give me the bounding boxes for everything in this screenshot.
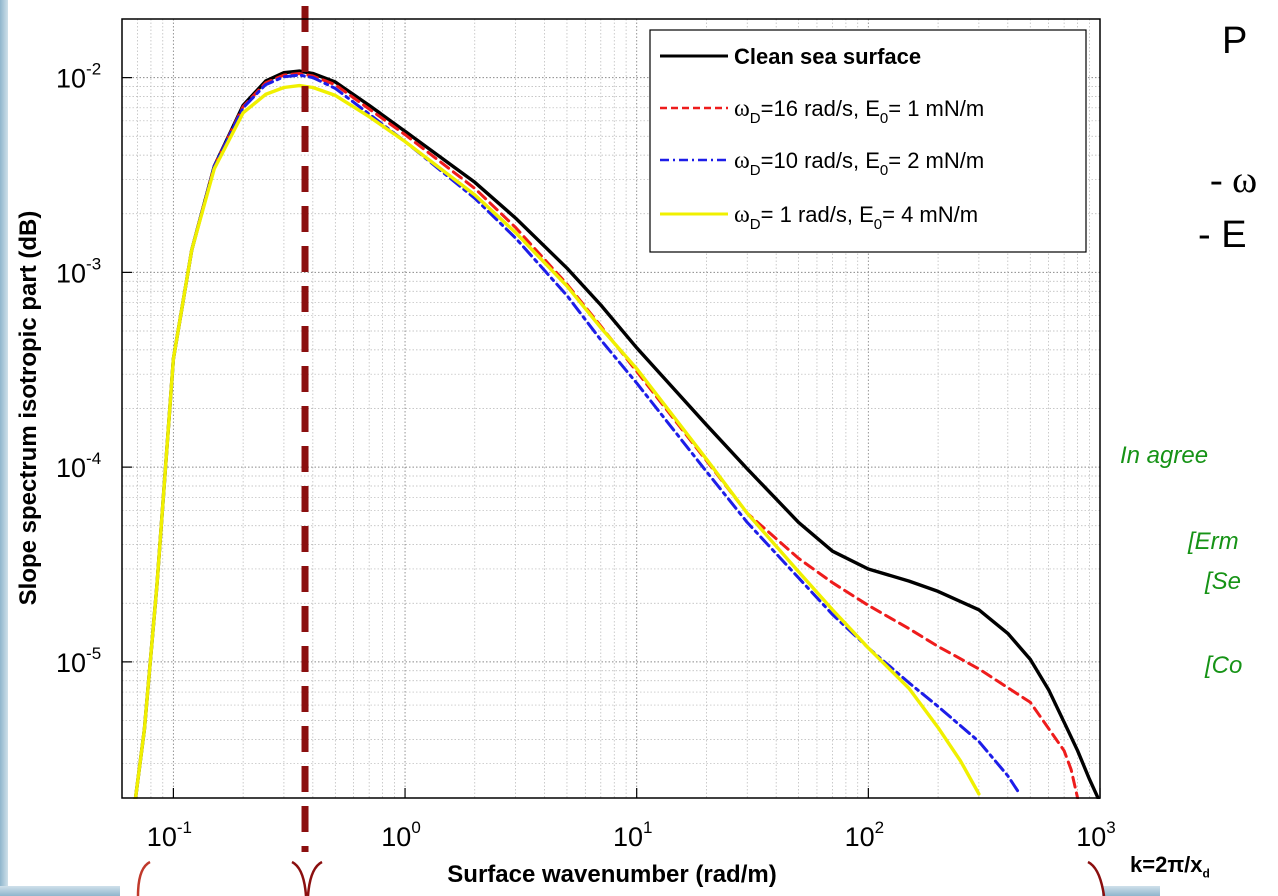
left-border [0,0,8,896]
reference-3: [Co [1205,652,1243,679]
middle-brace [291,860,308,896]
legend-label-2: ωD=10 rad/s, E0= 2 mN/m [734,148,984,179]
x-axis-label: Surface wavenumber (rad/m) [447,861,776,888]
y-tick-label-2: 10-4 [56,449,101,483]
right-line-omega: - ω [1210,159,1258,201]
series-line-3 [131,83,981,819]
left-brace [136,860,151,896]
y-tick-exponent: -5 [86,644,101,663]
x-tick-label-4: 103 [1076,818,1116,852]
x-tick-exponent: 2 [875,818,884,837]
right-line-e: - E [1198,214,1247,256]
y-tick-label-1: 10-3 [56,254,101,288]
y-tick-exponent: -2 [86,60,101,79]
k-formula-subscript: d [1202,866,1210,881]
x-tick-exponent: 0 [411,818,420,837]
agreement-text: In agree [1120,442,1209,469]
legend-label-1: ωD=16 rad/s, E0= 1 mN/m [734,96,984,127]
bottom-braces [136,860,1106,896]
y-tick-exponent: -3 [86,254,101,273]
far-right-brace [1087,860,1106,896]
x-tick-exponent: 1 [643,818,652,837]
legend: Clean sea surface ωD=16 rad/s, E0= 1 mN/m… [649,29,1087,253]
plot-frame [121,18,1101,799]
x-tick-exponent: -1 [177,818,192,837]
y-tick-exponent: -4 [86,449,101,468]
x-tick-exponent: 3 [1106,818,1115,837]
right-heading: P [1222,20,1248,62]
k-formula: k=2π/xd [1130,852,1210,880]
series-lines [120,69,1102,896]
y-tick-label-3: 10-5 [56,644,101,678]
x-tick-label-0: 10-1 [147,818,192,852]
axis-labels: Surface wavenumber (rad/m) Slope spectru… [15,211,777,888]
right-brace [306,860,323,896]
y-tick-label-0: 10-2 [56,60,101,94]
legend-label-0: Clean sea surface [734,44,921,69]
legend-label-3: ωD= 1 rad/s, E0= 4 mN/m [734,202,978,233]
reference-1: [Erm [1188,528,1239,555]
k-formula-main: k=2π/x [1130,852,1203,877]
plot-bottom-mask [120,799,1102,896]
y-axis-label: Slope spectrum isotropic part (dB) [15,211,42,606]
reference-2: [Se [1205,568,1242,595]
